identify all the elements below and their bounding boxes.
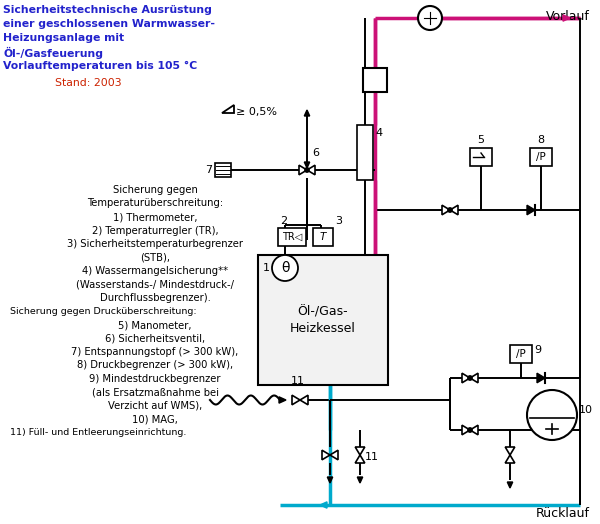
Polygon shape	[537, 373, 545, 383]
Polygon shape	[307, 165, 315, 175]
Text: T: T	[320, 232, 326, 242]
Text: 6: 6	[312, 148, 319, 158]
Text: 8: 8	[538, 135, 545, 145]
Bar	[530, 148, 552, 166]
Polygon shape	[300, 395, 308, 405]
Bar	[363, 68, 387, 92]
Text: Verzicht auf WMS),: Verzicht auf WMS),	[108, 401, 202, 411]
Bar	[258, 255, 388, 385]
Text: (Wasserstands-/ Mindestdruck-/: (Wasserstands-/ Mindestdruck-/	[76, 279, 234, 289]
Polygon shape	[355, 447, 365, 455]
Polygon shape	[222, 105, 234, 113]
Text: ≥ 0,5%: ≥ 0,5%	[236, 107, 277, 117]
Polygon shape	[320, 502, 327, 508]
Text: 1) Thermometer,: 1) Thermometer,	[113, 212, 197, 222]
Circle shape	[468, 428, 472, 432]
Circle shape	[272, 255, 298, 281]
Text: 7: 7	[205, 165, 212, 175]
Text: einer geschlossenen Warmwasser-: einer geschlossenen Warmwasser-	[3, 19, 215, 29]
Circle shape	[305, 168, 309, 172]
Text: Heizkessel: Heizkessel	[290, 322, 356, 334]
Text: 3) Sicherheitstemperaturbegrenzer: 3) Sicherheitstemperaturbegrenzer	[67, 239, 243, 249]
Text: Sicherung gegen: Sicherung gegen	[113, 185, 197, 195]
Text: 7) Entspannungstopf (> 300 kW),: 7) Entspannungstopf (> 300 kW),	[71, 347, 239, 357]
Text: 5: 5	[478, 135, 485, 145]
Circle shape	[448, 208, 452, 212]
Bar	[215, 163, 231, 177]
Text: 2: 2	[280, 216, 287, 226]
Text: Temperaturüberschreitung:: Temperaturüberschreitung:	[87, 199, 223, 209]
Text: 5) Manometer,: 5) Manometer,	[118, 320, 192, 330]
Text: 6) Sicherheitsventil,: 6) Sicherheitsventil,	[105, 333, 205, 344]
Polygon shape	[279, 397, 286, 403]
Polygon shape	[470, 373, 478, 383]
Text: 9: 9	[534, 345, 541, 355]
Bar	[278, 228, 306, 246]
Text: Vorlauf: Vorlauf	[546, 9, 590, 23]
Text: 9) Mindestdruckbegrenzer: 9) Mindestdruckbegrenzer	[89, 374, 221, 384]
Text: Öl-/Gas-: Öl-/Gas-	[298, 305, 349, 319]
Text: (STB),: (STB),	[140, 253, 170, 263]
Text: Durchflussbegrenzer).: Durchflussbegrenzer).	[100, 293, 211, 303]
Bar	[357, 125, 373, 180]
Text: Stand: 2003: Stand: 2003	[55, 78, 122, 88]
Text: 4: 4	[375, 128, 382, 138]
Polygon shape	[462, 425, 470, 435]
Text: 2) Temperaturregler (TR),: 2) Temperaturregler (TR),	[92, 225, 218, 235]
Text: Rücklauf: Rücklauf	[536, 507, 590, 520]
Circle shape	[418, 6, 442, 30]
Polygon shape	[450, 205, 458, 215]
Polygon shape	[304, 162, 310, 168]
Text: 1: 1	[263, 263, 270, 273]
Text: Sicherheitstechnische Ausrüstung: Sicherheitstechnische Ausrüstung	[3, 5, 212, 15]
Text: 4) Wassermangelsicherung**: 4) Wassermangelsicherung**	[82, 266, 228, 276]
Text: TR◁: TR◁	[282, 232, 302, 242]
Polygon shape	[563, 15, 570, 21]
Text: 3: 3	[335, 216, 342, 226]
Polygon shape	[292, 395, 300, 405]
Polygon shape	[508, 482, 513, 488]
Polygon shape	[442, 205, 450, 215]
Bar	[470, 148, 492, 166]
Text: /P: /P	[516, 349, 526, 359]
Polygon shape	[330, 450, 338, 460]
Polygon shape	[304, 110, 310, 116]
Polygon shape	[505, 447, 515, 455]
Text: θ: θ	[281, 261, 289, 275]
Text: 11: 11	[365, 452, 379, 462]
Text: Sicherung gegen Drucküberschreitung:: Sicherung gegen Drucküberschreitung:	[10, 307, 197, 315]
Text: Heizungsanlage mit: Heizungsanlage mit	[3, 33, 124, 43]
Text: Vorlauftemperaturen bis 105 °C: Vorlauftemperaturen bis 105 °C	[3, 61, 197, 71]
Polygon shape	[358, 477, 362, 483]
Polygon shape	[505, 455, 515, 463]
Polygon shape	[462, 373, 470, 383]
Polygon shape	[328, 477, 332, 483]
Bar	[510, 345, 532, 363]
Polygon shape	[527, 205, 535, 215]
Text: (als Ersatzmaßnahme bei: (als Ersatzmaßnahme bei	[91, 388, 218, 398]
Bar	[313, 228, 333, 246]
Polygon shape	[322, 450, 330, 460]
Text: 10) MAG,: 10) MAG,	[132, 414, 178, 424]
Text: 8) Druckbegrenzer (> 300 kW),: 8) Druckbegrenzer (> 300 kW),	[77, 361, 233, 370]
Text: /P: /P	[536, 152, 546, 162]
Polygon shape	[470, 425, 478, 435]
Circle shape	[468, 376, 472, 380]
Circle shape	[527, 390, 577, 440]
Text: 11: 11	[291, 376, 305, 386]
Text: 10: 10	[579, 405, 593, 415]
Polygon shape	[355, 455, 365, 463]
Text: Öl-/Gasfeuerung: Öl-/Gasfeuerung	[3, 47, 103, 59]
Polygon shape	[299, 165, 307, 175]
Text: 11) Füll- und Entleerungseinrichtung.: 11) Füll- und Entleerungseinrichtung.	[10, 428, 187, 437]
